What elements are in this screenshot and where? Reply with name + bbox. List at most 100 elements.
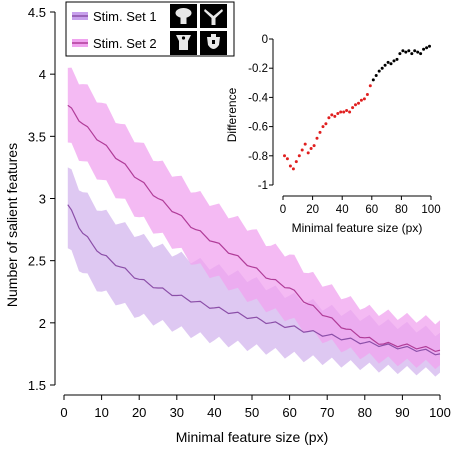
difference-point-significant <box>351 106 355 110</box>
difference-point-significant <box>357 101 360 105</box>
difference-point-significant <box>288 164 292 168</box>
difference-point <box>410 52 414 56</box>
mean-lines <box>67 104 441 356</box>
difference-point <box>407 49 411 53</box>
main-plot: 1.5 2 2.5 3 3.5 4 4.5 0 10 20 30 40 50 60 70 80 90 100 Mi… <box>4 5 451 445</box>
main-y-axis-label: Number of salient features <box>4 143 20 307</box>
difference-point <box>392 59 396 63</box>
inset-x-axis-label: Minimal feature size (px) <box>292 221 423 235</box>
inset-y-tick-label: -0.6 <box>248 122 268 134</box>
legend: Stim. Set 1 Stim. Set 2 <box>65 1 235 57</box>
main-x-axis-label: Minimal feature size (px) <box>176 429 329 445</box>
difference-point <box>371 78 375 82</box>
difference-point-significant <box>306 151 310 155</box>
difference-point <box>389 62 393 66</box>
main-y-tick-label: 2 <box>39 316 46 331</box>
difference-point <box>401 49 405 53</box>
difference-point-significant <box>362 97 366 101</box>
difference-point-significant <box>359 98 363 102</box>
inset-x-tick-label: 0 <box>280 204 286 216</box>
main-x-tick-label: 0 <box>60 405 67 420</box>
difference-point-significant <box>336 112 340 115</box>
difference-point-significant <box>321 125 325 129</box>
difference-point <box>425 46 429 50</box>
inset-x-tick-label: 100 <box>421 204 440 216</box>
main-x-tick-label: 60 <box>282 405 296 420</box>
legend-label-set-2: Stim. Set 2 <box>93 36 157 51</box>
difference-point-significant <box>365 93 369 96</box>
inset-axes: -1 -0.8 -0.6 -0.4 -0.2 0 0 20 40 60 80 100 <box>248 34 440 216</box>
difference-point-significant <box>294 160 298 164</box>
main-x-tick-label: 40 <box>207 405 221 420</box>
legend-label-set-1: Stim. Set 1 <box>93 9 157 24</box>
stimulus-thumbnail-2a <box>170 31 197 55</box>
confidence-bands <box>67 67 441 377</box>
main-x-tick-label: 10 <box>94 405 108 420</box>
inset-x-tick-label: 60 <box>365 204 378 216</box>
difference-point-significant <box>330 113 334 117</box>
difference-point-significant <box>342 110 346 114</box>
difference-point-significant <box>303 142 307 146</box>
difference-point-significant <box>354 103 357 107</box>
main-y-tick-label: 1.5 <box>28 378 46 393</box>
difference-points <box>283 44 431 171</box>
difference-point <box>383 63 387 67</box>
inset-y-tick-label: -1 <box>258 180 268 192</box>
inset-x-tick-label: 40 <box>336 204 349 216</box>
main-y-tick-label: 3.5 <box>28 129 46 144</box>
main-x-tick-label: 20 <box>132 405 146 420</box>
main-y-tick-label: 2.5 <box>28 254 46 269</box>
main-x-tick-label: 50 <box>245 405 259 420</box>
difference-point <box>377 69 381 73</box>
difference-point-significant <box>345 109 349 112</box>
difference-point-significant <box>315 136 319 140</box>
difference-point <box>395 57 399 61</box>
inset-y-tick-label: -0.2 <box>248 63 268 75</box>
difference-point <box>404 50 408 54</box>
stimulus-thumbnail-1b <box>200 4 227 28</box>
difference-point-significant <box>291 167 295 171</box>
confidence-band-set-2 <box>67 67 441 370</box>
difference-point <box>419 52 423 56</box>
mean-line-set-1 <box>67 204 441 356</box>
inset-plot: -1 -0.8 -0.6 -0.4 -0.2 0 0 20 40 60 80 100 Minimal … <box>225 34 441 235</box>
inset-y-tick-label: 0 <box>262 34 268 46</box>
stimulus-thumbnail-1a <box>170 4 197 28</box>
difference-point <box>413 49 417 53</box>
main-y-tick-label: 4 <box>39 67 46 82</box>
main-x-tick-label: 80 <box>358 405 372 420</box>
difference-point-significant <box>283 154 286 158</box>
difference-point-significant <box>348 110 352 114</box>
inset-x-tick-label: 80 <box>395 204 408 216</box>
difference-point-significant <box>324 122 328 126</box>
difference-point <box>386 60 390 64</box>
inset-x-tick-label: 20 <box>306 204 319 216</box>
inset-y-tick-label: -0.4 <box>248 92 268 104</box>
main-x-tick-label: 100 <box>429 405 451 420</box>
difference-point-significant <box>339 110 343 114</box>
difference-point-significant <box>327 116 331 120</box>
difference-point-significant <box>333 114 337 118</box>
main-x-tick-label: 30 <box>170 405 184 420</box>
main-axes: 1.5 2 2.5 3 3.5 4 4.5 0 10 20 30 40 50 60 70 80 90 100 <box>28 5 451 420</box>
difference-point <box>428 44 431 48</box>
main-y-tick-label: 3 <box>39 192 46 207</box>
main-x-tick-label: 90 <box>395 405 409 420</box>
difference-point-significant <box>318 130 322 134</box>
difference-point <box>380 66 384 70</box>
difference-point-significant <box>297 154 301 158</box>
difference-point <box>374 74 378 77</box>
main-x-tick-label: 70 <box>320 405 334 420</box>
difference-point-significant <box>368 84 372 88</box>
difference-point <box>416 50 420 54</box>
difference-point <box>398 52 402 56</box>
inset-y-axis-label: Difference <box>225 87 239 142</box>
difference-point-significant <box>309 147 313 150</box>
difference-point <box>422 47 426 51</box>
difference-point-significant <box>300 148 304 152</box>
difference-point-significant <box>285 157 289 161</box>
difference-point-significant <box>312 144 316 148</box>
inset-y-tick-label: -0.8 <box>248 151 268 163</box>
main-y-tick-label: 4.5 <box>28 5 46 20</box>
